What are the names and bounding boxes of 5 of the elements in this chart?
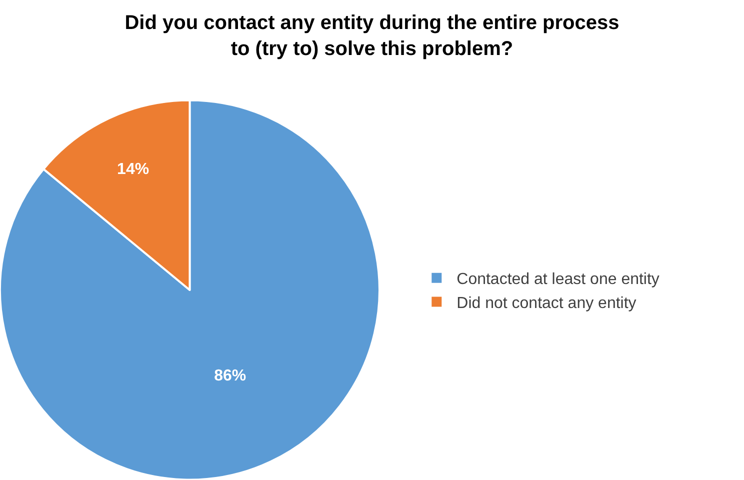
data-label: 86%	[214, 367, 246, 384]
legend-label: Did not contact any entity	[456, 294, 636, 312]
data-label: 14%	[117, 161, 150, 178]
chart-title: Did you contact any entity during the entire process to (try to) solve this problem?	[124, 12, 620, 60]
legend-label: Contacted at least one entity	[456, 271, 660, 288]
